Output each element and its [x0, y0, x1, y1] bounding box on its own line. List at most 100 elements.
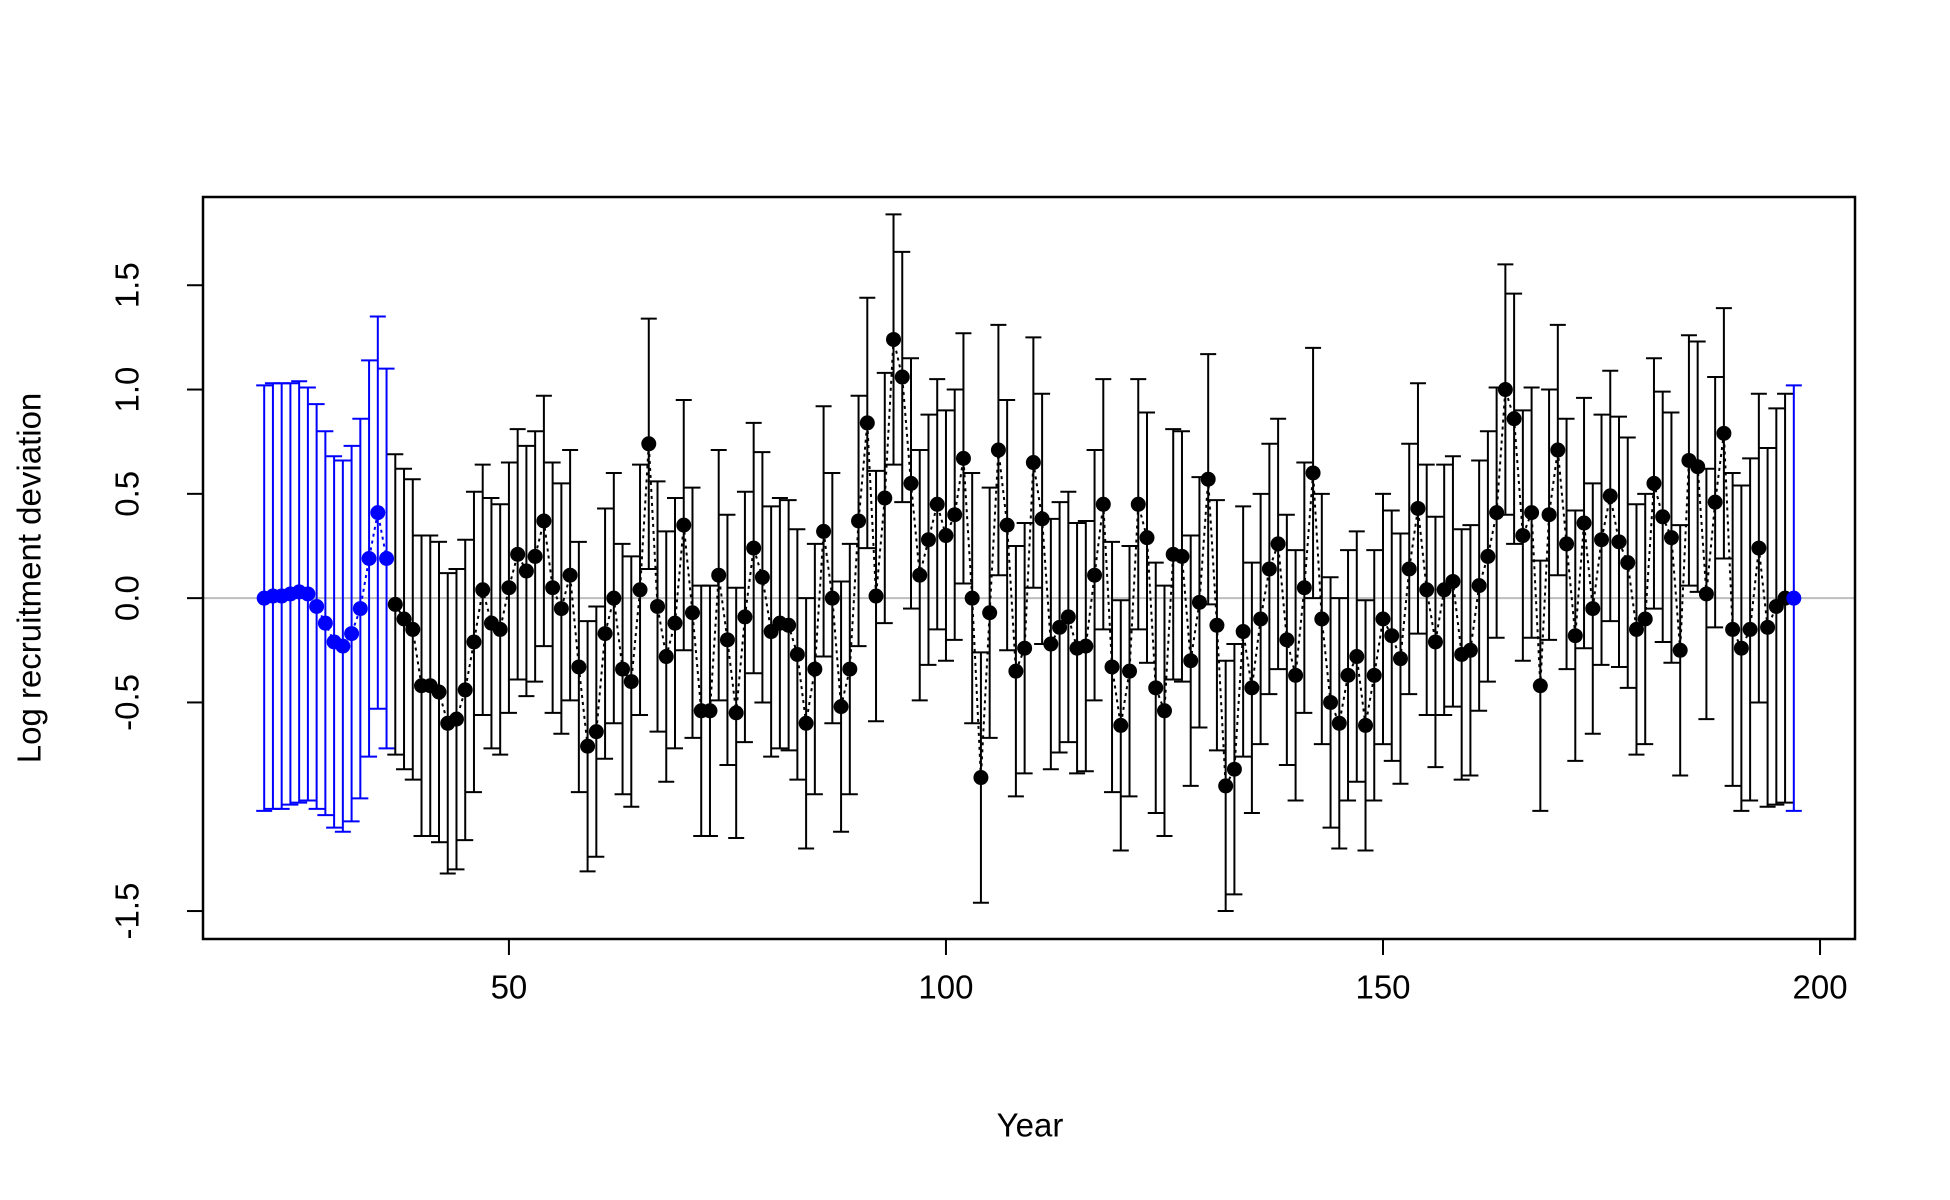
point: [632, 582, 648, 598]
point: [545, 580, 561, 596]
point: [1760, 619, 1776, 635]
point: [702, 703, 718, 719]
point: [1156, 703, 1172, 719]
point: [615, 661, 631, 677]
point: [1244, 680, 1260, 696]
point: [1148, 680, 1164, 696]
point: [1349, 649, 1365, 665]
point: [1218, 778, 1234, 794]
connector-line: [394, 339, 1786, 790]
point: [448, 711, 464, 727]
point: [894, 369, 910, 385]
point: [1480, 548, 1496, 564]
point: [1130, 496, 1146, 512]
point: [746, 540, 762, 556]
point: [650, 598, 666, 614]
point: [920, 532, 936, 548]
point: [527, 548, 543, 564]
point: [1034, 511, 1050, 527]
point: [1646, 475, 1662, 491]
point: [370, 505, 386, 521]
point: [466, 634, 482, 650]
point: [1489, 505, 1505, 521]
point: [1611, 534, 1627, 550]
point: [1305, 465, 1321, 481]
point: [1637, 611, 1653, 627]
point: [1620, 555, 1636, 571]
point: [728, 705, 744, 721]
point: [1139, 530, 1155, 546]
point: [1585, 601, 1601, 617]
point: [1314, 611, 1330, 627]
point: [317, 615, 333, 631]
point: [737, 609, 753, 625]
y-tick-label: -0.5: [109, 674, 146, 731]
point: [999, 517, 1015, 533]
x-tick-label: 200: [1793, 969, 1848, 1006]
point: [1524, 505, 1540, 521]
point: [562, 567, 578, 583]
point: [781, 617, 797, 633]
point: [1296, 580, 1312, 596]
y-tick-label: 0.5: [109, 471, 146, 517]
point: [1183, 653, 1199, 669]
point: [1279, 632, 1295, 648]
point: [1602, 488, 1618, 504]
point: [1209, 617, 1225, 633]
plot-frame: [201, 195, 1857, 941]
point: [1358, 717, 1374, 733]
point: [1226, 761, 1242, 777]
point: [1401, 561, 1417, 577]
point: [982, 605, 998, 621]
point: [475, 582, 491, 598]
point: [1576, 515, 1592, 531]
y-tick-label: 1.5: [109, 262, 146, 308]
point: [1052, 619, 1068, 635]
point: [929, 496, 945, 512]
point: [868, 588, 884, 604]
point: [1025, 455, 1041, 471]
point: [1174, 548, 1190, 564]
point: [1191, 594, 1207, 610]
y-tick-label: 1.0: [109, 367, 146, 413]
point: [816, 523, 832, 539]
point: [1751, 540, 1767, 556]
x-tick-label: 50: [491, 969, 528, 1006]
point: [1043, 636, 1059, 652]
point: [789, 646, 805, 662]
point: [1532, 678, 1548, 694]
point: [457, 682, 473, 698]
point: [335, 638, 351, 654]
point: [1331, 715, 1347, 731]
point: [379, 551, 395, 567]
point: [396, 611, 412, 627]
point: [1235, 624, 1251, 640]
point: [553, 601, 569, 617]
point: [1427, 634, 1443, 650]
point: [536, 513, 552, 529]
point: [1340, 667, 1356, 683]
point: [684, 605, 700, 621]
point: [851, 513, 867, 529]
x-tick-label: 100: [918, 969, 973, 1006]
point: [431, 684, 447, 700]
point: [1497, 382, 1513, 398]
point: [1017, 640, 1033, 656]
point: [798, 715, 814, 731]
point: [641, 436, 657, 452]
point: [1707, 494, 1723, 510]
point: [606, 590, 622, 606]
point: [964, 590, 980, 606]
point: [1690, 459, 1706, 475]
point: [955, 450, 971, 466]
point: [807, 661, 823, 677]
point: [1087, 567, 1103, 583]
point: [824, 590, 840, 606]
point: [1288, 667, 1304, 683]
x-axis-label: Year: [997, 1107, 1064, 1144]
point: [1419, 582, 1435, 598]
point: [300, 586, 316, 602]
point: [597, 626, 613, 642]
point: [1392, 651, 1408, 667]
